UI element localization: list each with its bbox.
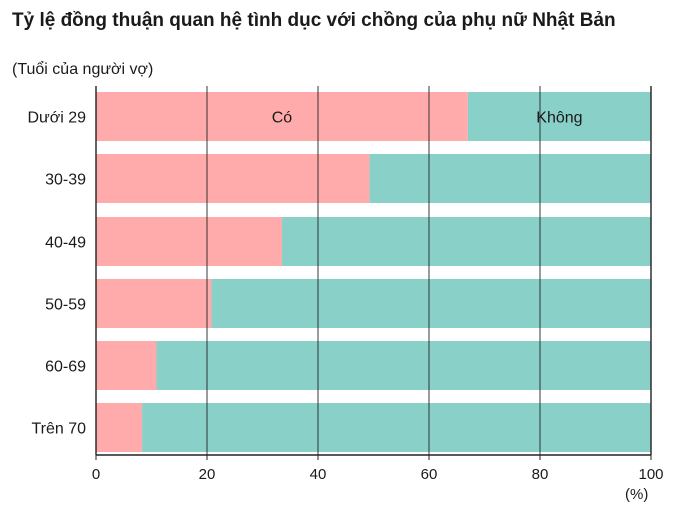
bar-yes-0 (96, 92, 468, 141)
category-label-0: Dưới 29 (27, 110, 86, 127)
bar-no-4 (156, 341, 651, 390)
bar-no-2 (281, 217, 651, 266)
bar-no-3 (211, 279, 651, 328)
category-label-3: 50-59 (45, 297, 86, 314)
bar-yes-4 (96, 341, 157, 390)
chart-subtitle: (Tuổi của người vợ) (12, 61, 154, 78)
bar-yes-2 (96, 217, 282, 266)
category-label-1: 30-39 (45, 172, 86, 189)
category-label-4: 60-69 (45, 359, 86, 376)
bar-no-1 (369, 154, 651, 203)
x-tick-label-0: 0 (92, 466, 100, 483)
x-tick-label-5: 100 (638, 466, 663, 483)
category-label-2: 40-49 (45, 235, 86, 252)
x-tick-label-4: 80 (532, 466, 549, 483)
bar-yes-5 (96, 403, 143, 452)
chart-title: Tỷ lệ đồng thuận quan hệ tình dục với ch… (12, 10, 616, 31)
legend-label-yes: Có (272, 110, 293, 127)
bar-yes-1 (96, 154, 370, 203)
category-label-5: Trên 70 (31, 421, 86, 438)
x-axis-unit-label: (%) (625, 486, 649, 503)
x-tick-label-2: 40 (310, 466, 327, 483)
bar-no-0 (467, 92, 651, 141)
x-tick-label-1: 20 (199, 466, 216, 483)
legend-label-no: Không (536, 110, 582, 127)
bar-yes-3 (96, 279, 212, 328)
bar-no-5 (142, 403, 651, 452)
x-tick-label-3: 60 (421, 466, 438, 483)
